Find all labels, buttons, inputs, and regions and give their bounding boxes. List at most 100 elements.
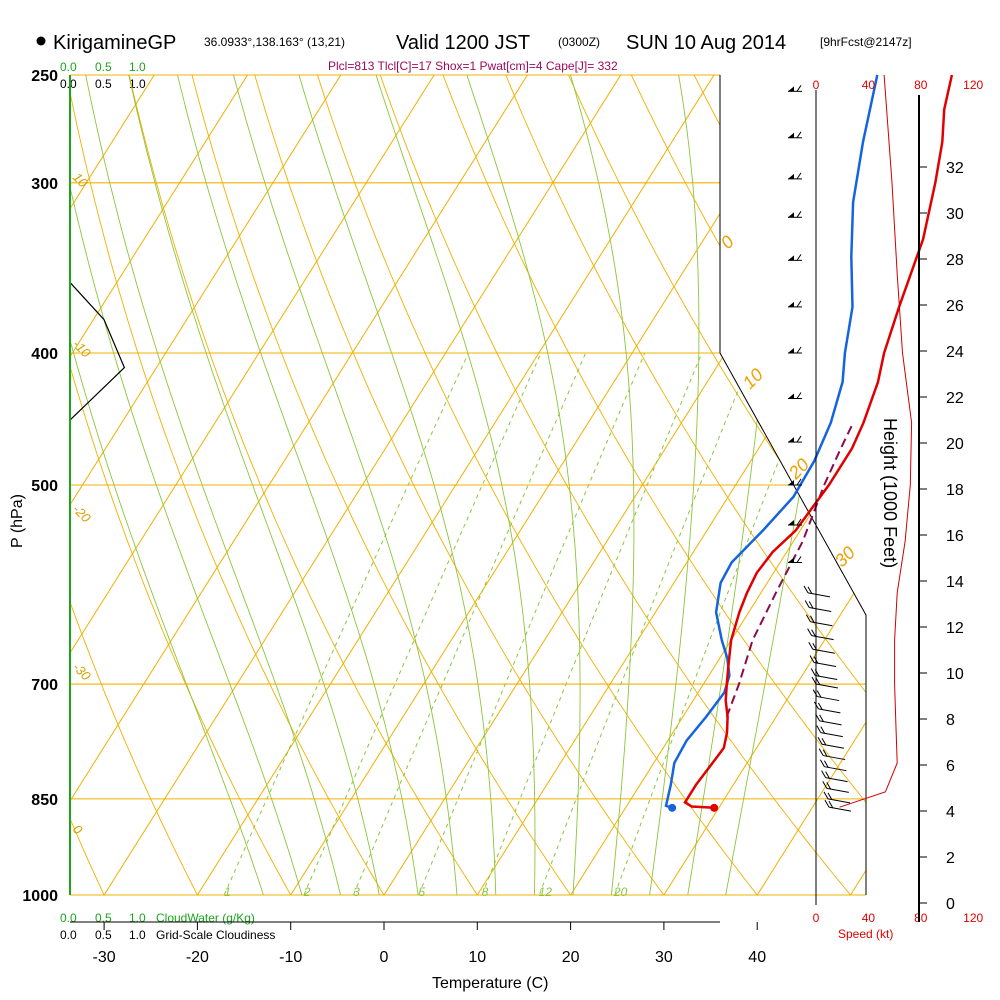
x-tick-label: 20	[562, 949, 580, 966]
pressure-tick-label: 400	[31, 346, 58, 363]
wind-barb-flag	[788, 132, 794, 138]
moist-adiabat-line	[148, 75, 423, 895]
mixing-ratio-line	[527, 352, 754, 895]
wind-barb	[824, 799, 852, 812]
mixing-ratio-label: 8	[482, 885, 489, 899]
isotherm-line	[0, 0, 51, 924]
wind-barb	[788, 556, 802, 564]
y-axis-title: P (hPa)	[9, 494, 26, 548]
wind-barb	[818, 748, 846, 761]
wind-barb-flag	[809, 655, 815, 663]
wind-barb-flag	[788, 520, 794, 526]
wind-barb-flag	[805, 614, 811, 622]
wind-barb-flag	[812, 642, 818, 651]
speed-tick-bottom: 120	[963, 911, 983, 925]
wind-barb-flag	[810, 668, 816, 676]
wind-barb-flag	[796, 254, 802, 261]
height-tick-label: 2	[946, 850, 955, 867]
wind-barb-flag	[788, 557, 794, 563]
x-tick-label: 0	[380, 949, 389, 966]
dry-adiabat-line	[986, 0, 1000, 924]
wind-barb-flag	[823, 760, 829, 768]
wind-barb	[788, 85, 802, 92]
moist-adiabat-line	[529, 75, 635, 895]
x-tick-label: 10	[468, 949, 486, 966]
isotherm-line	[70, 75, 238, 895]
wind-barb	[788, 254, 802, 261]
cloudiness-top-0: 0.0	[60, 77, 77, 91]
forecast-tag: [9hrFcst@2147z]	[820, 35, 912, 49]
isotherm-line	[70, 75, 518, 895]
sounding-series	[664, 74, 954, 812]
mixing-ratio-label: 5	[418, 885, 425, 899]
wind-barb-flag	[821, 770, 827, 778]
cloudwater-bottom-0: 0.0	[60, 911, 77, 925]
height-tick-label: 18	[946, 482, 964, 499]
wind-barb-flag	[807, 628, 813, 636]
cloudwater-bottom-1: 0.5	[95, 911, 112, 925]
thermo-grid	[0, 0, 1000, 924]
mixing-ratio-line	[470, 352, 703, 895]
surface-temperature-dot	[710, 803, 719, 812]
speed-tick-top: 120	[963, 78, 983, 92]
cloudiness-top-1: 0.5	[95, 77, 112, 91]
wind-barb-flag	[825, 771, 831, 779]
isotherm-label: -20	[70, 502, 94, 526]
wind-barb-flag	[819, 759, 825, 767]
wind-barb-flag	[796, 478, 802, 486]
cloudwater-legend-bottom: 0.0 0.5 1.0 CloudWater (g/Kg)	[60, 911, 255, 925]
wind-barb-flag	[823, 791, 829, 800]
wind-barb-flag	[788, 86, 794, 92]
wind-barb-flag	[788, 255, 794, 261]
dry-adiabat-line	[396, 75, 866, 895]
wind-barb	[805, 614, 833, 627]
wind-barb-flag	[808, 601, 814, 609]
cloudiness-bottom-1: 0.5	[95, 928, 112, 942]
dry-adiabat-line	[102, 75, 497, 895]
speed-tick-bottom: 0	[813, 911, 820, 925]
wind-barb-flag	[788, 480, 794, 485]
cloudiness-legend-top: 0.0 0.5 1.0	[60, 77, 146, 91]
parcel-line	[725, 422, 855, 718]
height-tick-label: 14	[946, 574, 964, 591]
height-tick-label: 12	[946, 620, 964, 637]
cloudwater-label: CloudWater (g/Kg)	[156, 911, 255, 925]
station-bullet-icon	[36, 36, 46, 46]
pressure-tick-label: 300	[31, 176, 58, 193]
wind-barb	[788, 518, 802, 526]
mixing-ratio-label: 2	[303, 885, 311, 899]
wind-barb	[817, 736, 845, 749]
cloudwater-bottom-2: 1.0	[129, 911, 146, 925]
x-tick-label: -10	[279, 949, 302, 966]
wind-barb	[788, 435, 802, 443]
mixing-ratio-line	[340, 352, 587, 895]
mixing-ratio-label: 3	[353, 885, 360, 899]
wind-barb-flag	[788, 393, 794, 399]
station-coords: 36.0933°,138.163° (13,21)	[204, 35, 345, 49]
wind-barb	[809, 655, 837, 668]
wind-speed-line	[839, 74, 913, 808]
height-tick-label: 22	[946, 390, 964, 407]
height-tick-label: 24	[946, 344, 964, 361]
wind-barb-flag	[811, 629, 817, 637]
dry-adiabat-line	[455, 75, 866, 895]
dry-adiabat-line	[70, 75, 119, 895]
dry-adiabat-line	[514, 75, 866, 895]
wind-barb-flag	[788, 212, 794, 218]
mixing-ratio-line	[210, 352, 469, 895]
x-axis-title: Temperature (C)	[432, 975, 548, 992]
isotherm-label: 30	[831, 543, 859, 571]
wind-barb-flag	[824, 799, 830, 808]
wind-barb-flag	[813, 656, 819, 664]
mixing-ratio-label: 1	[224, 885, 231, 899]
wind-barb-flag	[796, 85, 802, 92]
dry-adiabat-line	[70, 75, 308, 895]
moist-adiabat-line	[262, 75, 497, 895]
isotherm-label: -10	[70, 337, 94, 361]
wind-barb	[788, 392, 802, 400]
wind-barb	[823, 791, 851, 804]
cloudiness-legend-bottom: 0.0 0.5 1.0 Grid-Scale Cloudiness	[60, 928, 275, 942]
